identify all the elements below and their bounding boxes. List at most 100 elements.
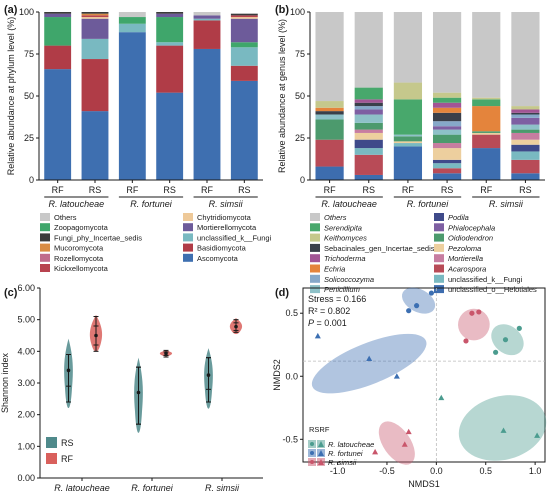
legend-swatch-oidiodendron [434,233,444,242]
legend-swatch-chytridiomycota [183,213,193,221]
legend-circle-simsii [310,460,314,464]
bar-unclassified-k-fungi-1 [81,38,109,60]
bar-oidiodendron-2 [393,136,423,142]
point-latoucheae-triangle-5-2 [534,432,541,438]
bar-unclassified-k-fungi-2 [118,23,146,33]
panel-b: (b) 0 25 50 75 100 RF RS RF RS RF RS R. latoucheae R.… [275,4,545,294]
bar-serendipita-3 [432,97,462,103]
bar-fungi-phy-incertae-sedis-1 [81,12,109,14]
group-label-r-fortunei: R. fortunei [407,199,450,209]
legend-label-mortierellomycota: Mortierellomycota [197,223,257,232]
bar-basidiomycota-3 [156,45,184,93]
legend-label-rozellomycota: Rozellomycota [54,254,104,263]
point-latoucheae-circle-4-0 [493,349,499,355]
legend-label-unclassified-k-fungi: unclassified_k__Fungi [448,275,523,284]
legend-swatch-podila [434,213,444,221]
bar-oidiodendron-4 [472,131,501,133]
legend-label-zoopagomycota: Zoopagomycota [54,223,109,232]
legend-swatch-keithomyces [310,233,320,242]
legend-swatch-pezoloma [434,243,444,252]
bar-acarospora-4 [472,134,501,149]
stat-stress: Stress = 0.166 [308,294,366,304]
x-tick-label-r-latoucheae: R. latoucheae [54,483,110,493]
median-RS-1 [136,390,141,395]
point-fortunei-circle-1-2 [428,290,435,296]
bar-sebacinales-gen-incertae-sedis-5 [511,112,540,115]
bar-keithomyces-3 [432,92,462,98]
ellipse-fortunei-0 [311,333,427,394]
bar-basidiomycota-1 [81,59,109,112]
legend-label-simsii: R. simsii [328,458,357,467]
ellipse-simsii-3 [378,421,415,465]
y-tick-label-75: 75 [295,49,305,59]
y-tick-label-1: 1.00 [17,441,35,451]
bar-solicoccozyma-3 [432,121,462,127]
y-tick-label-0: 0 [29,175,34,185]
bar-zoopagomycota-5 [230,42,258,48]
ellipse-simsii-2 [458,308,490,341]
bar-others-3 [432,12,462,93]
x-tick-label-4: RF [201,185,213,195]
bar-pezoloma-2 [393,141,423,144]
bar-ascomycota-2 [118,32,146,180]
bar-unclassified-o-helotiales-2 [393,146,423,180]
x-tick-label-0: RF [324,185,336,195]
x-tick-label-r-fortunei: R. fortunei [131,483,174,493]
legend-header: RSRF [309,425,330,434]
stat-r2: R² = 0.802 [308,306,350,316]
bar-phialocephala-5 [511,117,540,125]
y-tick-label-6: 6.00 [17,283,35,293]
legend-label-sebacinales-gen-incertae-sedis: Sebacinales_gen_Incertae_sedis [324,244,435,253]
bar-others-2 [118,12,146,18]
bar-solicoccozyma-1 [354,106,383,110]
x-tick-label-r-simsii: R. simsii [205,483,240,493]
group-label-r-fortunei: R. fortunei [130,199,173,209]
y-axis-title: Relative abundance at phylum level (%) [6,17,16,176]
bar-podila-1 [354,139,383,149]
bar-zoopagomycota-3 [156,17,184,43]
point-simsii-circle-2-1 [469,310,475,316]
bar-chytridiomycota-1 [81,17,109,19]
bar-podila-5 [511,144,540,152]
bar-oidiodendron-0 [315,119,344,140]
stat-p-symbol: P [308,318,314,328]
legend-triangle-simsii [318,459,324,465]
median-RF-0 [94,333,98,338]
bar-basidiomycota-5 [230,65,258,81]
median-RS-2 [206,373,211,377]
point-simsii-circle-2-2 [476,309,482,315]
legend-label-others: Others [54,213,77,222]
bar-keithomyces-5 [511,106,540,110]
legend-label-kickxellomycota: Kickxellomycota [54,264,109,273]
stat-p-value: = 0.001 [314,318,347,328]
legend-swatch-ascomycota [183,253,193,262]
bar-sebacinales-gen-incertae-sedis-0 [315,111,344,115]
legend-swatch-mortierella [434,254,444,263]
x-tick-label-4: RF [480,185,492,195]
group-label-r-latoucheae: R. latoucheae [49,199,105,209]
bar-solicoccozyma-5 [511,114,540,118]
group-label-r-latoucheae: R. latoucheae [321,199,377,209]
legend-swatch-RS [46,437,57,448]
bar-pezoloma-4 [472,132,501,135]
legend-swatch-trichoderma [310,254,320,263]
x-tick-label-2: RF [402,185,414,195]
point-latoucheae-circle-4-2 [516,325,522,331]
legend-swatch-mortierellomycota [183,223,193,232]
bar-mortierellomycota-3 [156,13,184,18]
legend-label-echria: Echria [324,265,345,274]
bar-zoopagomycota-0 [44,17,72,46]
point-fortunei-circle-1-1 [413,303,420,309]
y-tick-label-0: -0.5 [282,434,298,444]
bar-unclassified-k-fungi-5 [511,151,540,160]
bar-phialocephala-1 [354,109,383,115]
legend-label-pezoloma: Pezoloma [448,244,481,253]
bar-unclassified-o-helotiales-5 [511,173,540,180]
panel-a: (a) 0 25 50 75 100 RF RS RF RS RF RS R. latoucheae R.… [4,4,272,273]
legend-label-trichoderma: Trichoderma [324,254,366,263]
bar-mortierella-3 [432,143,462,149]
bar-acarospora-3 [432,168,462,174]
y-tick-label-1: 0.0 [285,371,298,381]
bar-oidiodendron-5 [511,129,540,133]
bar-penicillium-5 [511,124,540,130]
